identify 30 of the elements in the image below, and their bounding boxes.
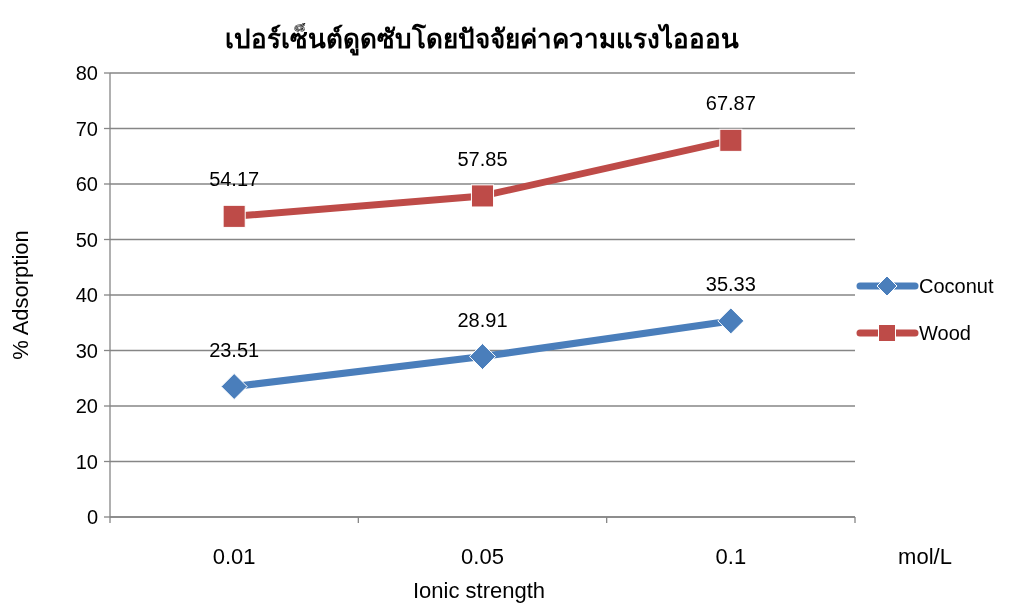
point (719, 128, 743, 152)
y-tick-label: 40 (75, 284, 98, 306)
data-label: 35.33 (705, 272, 756, 295)
data-label: 67.87 (705, 92, 756, 115)
data-label: 28.91 (457, 308, 508, 331)
legend-label: Coconut (919, 275, 994, 297)
y-axis-title: % Adsorption (8, 230, 33, 360)
chart-title: เปอร์เซ็นต์ดูดซับโดยปัจจัยค่าความแรงไอออน (225, 23, 739, 56)
y-tick-label: 10 (75, 450, 98, 473)
x-tick-label: 0.1 (715, 544, 747, 569)
y-tick-label: 0 (86, 506, 98, 528)
legend-label: Wood (919, 322, 971, 344)
x-axis-title: Ionic strength (412, 578, 546, 603)
point (470, 184, 495, 208)
point (469, 343, 496, 371)
point (220, 373, 248, 401)
point (222, 204, 246, 228)
y-tick-label: 60 (75, 173, 98, 195)
text: mol/L (898, 544, 952, 569)
x-tick-label: 0.05 (461, 544, 504, 569)
x-tick-label: 0.01 (212, 544, 256, 569)
point (717, 307, 745, 335)
y-tick-label: 50 (75, 228, 98, 251)
y-tick-label: 20 (75, 395, 98, 417)
data-label: 23.51 (209, 338, 260, 361)
y-tick-label: 70 (75, 117, 98, 140)
y-tick-label: 80 (75, 62, 98, 84)
data-label: 54.17 (209, 168, 260, 191)
y-tick-label: 30 (75, 339, 98, 362)
data-label: 57.85 (457, 147, 508, 170)
